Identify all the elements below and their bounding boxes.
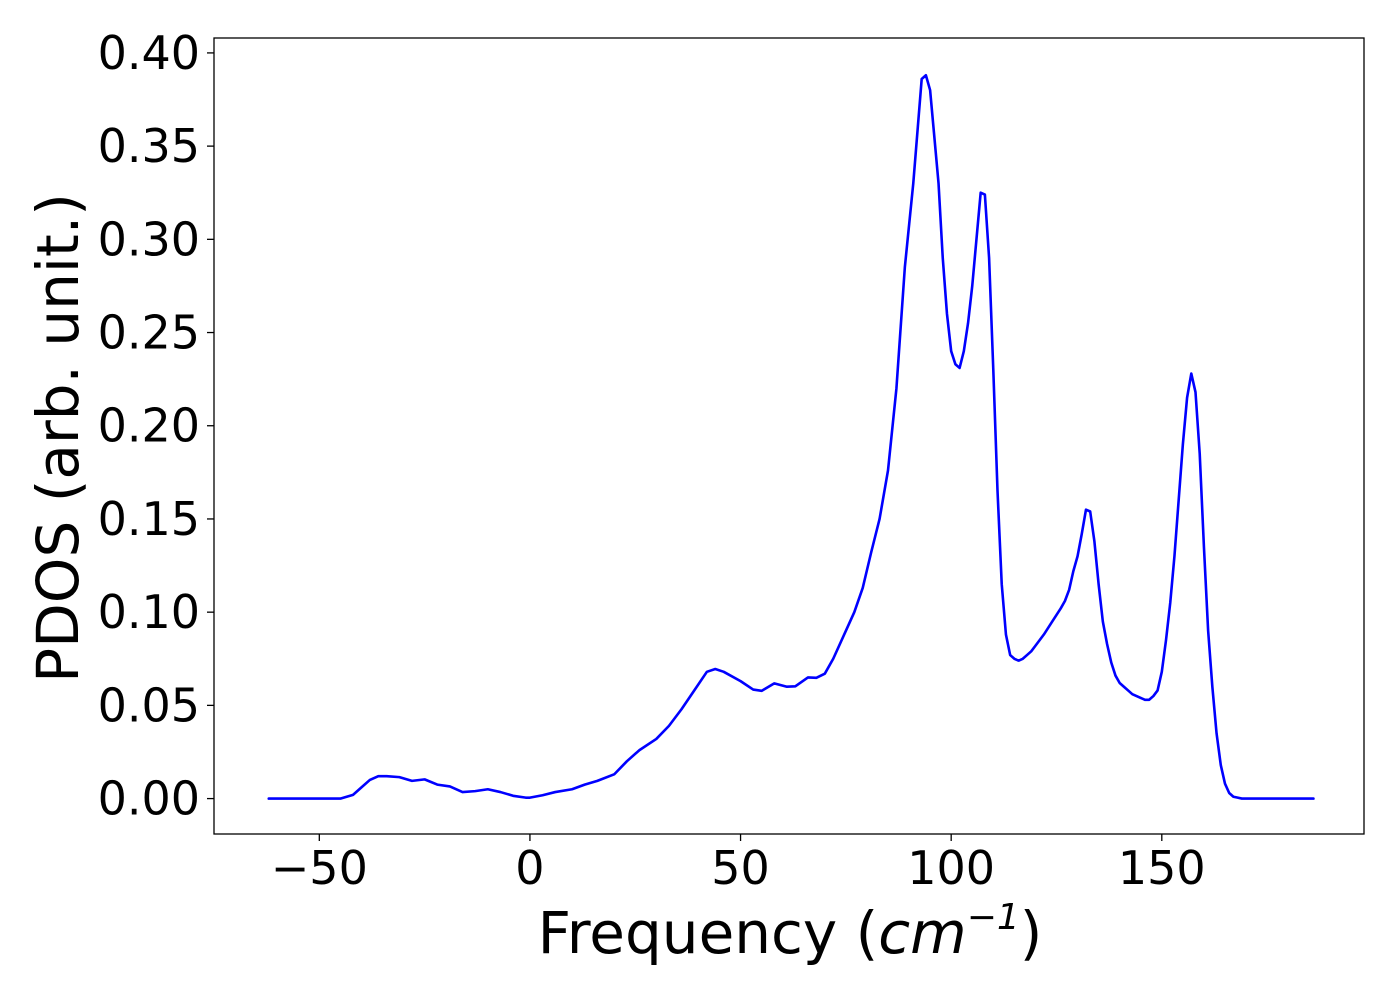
series-layer [267,73,1315,800]
pdos-series-line [267,73,1315,800]
y-tick-label: 0.15 [98,492,200,546]
x-tick-label: 150 [1118,841,1206,895]
y-tick-label: 0.05 [98,678,200,732]
x-tick-label: −50 [271,841,368,895]
x-axis-label-math: cm [878,899,966,967]
y-tick-label: 0.10 [98,585,200,639]
y-tick-label: 0.30 [98,212,200,266]
y-axis-ticks: 0.00 0.05 0.10 0.15 0.20 0.25 0.30 0.35 0.40 [98,26,214,826]
x-axis-ticks: −50 0 50 100 150 [271,834,1206,895]
x-axis-label-close: ) [1020,899,1043,967]
x-tick-label: 50 [711,841,770,895]
x-axis-label-superscript: −1 [967,897,1020,938]
y-tick-label: 0.00 [98,772,200,826]
y-tick-label: 0.25 [98,306,200,360]
y-axis-label: PDOS (arb. unit.) [24,193,92,683]
x-axis-label: Frequency (cm−1) [538,897,1043,967]
y-tick-label: 0.40 [98,26,200,80]
plot-frame [213,37,1365,835]
x-axis-label-text: Frequency ( [538,899,879,967]
x-tick-label: 100 [907,841,995,895]
y-tick-label: 0.20 [98,399,200,453]
y-tick-label: 0.35 [98,119,200,173]
x-tick-label: 0 [515,841,544,895]
